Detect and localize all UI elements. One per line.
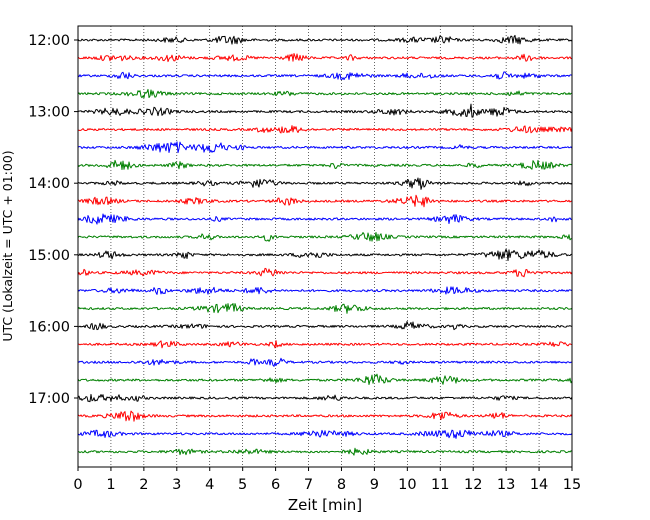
seismogram-trace (77, 357, 573, 367)
x-axis-label: Zeit [min] (288, 496, 362, 514)
seismogram-trace (77, 194, 573, 208)
x-tick-label: 4 (205, 477, 214, 493)
seismogram-trace (77, 248, 573, 262)
x-tick-label: 0 (73, 477, 82, 493)
y-tick-label: 16:00 (28, 319, 70, 335)
seismogram-trace (77, 340, 573, 349)
seismogram-trace (77, 410, 573, 422)
x-tick-label: 13 (497, 477, 515, 493)
seismogram-trace (77, 125, 573, 134)
seismogram-trace (77, 88, 573, 99)
y-tick-label: 15:00 (28, 248, 70, 264)
y-axis-label: UTC (Lokalzeit = UTC + 01:00) (0, 150, 15, 341)
x-tick-label: 5 (238, 477, 247, 493)
x-tick-label: 7 (304, 477, 313, 493)
seismogram-trace (77, 159, 573, 171)
y-tick-label: 12:00 (28, 33, 70, 49)
seismogram-trace (77, 429, 573, 439)
x-axis-ticks: 0 1 2 3 4 5 6 7 8 9 10 11 12 13 14 15 (73, 467, 581, 493)
plot-frame (77, 25, 573, 468)
seismogram-trace (77, 393, 573, 403)
x-tick-label: 8 (337, 477, 346, 493)
seismogram-trace (77, 71, 573, 81)
x-tick-label: 11 (431, 477, 449, 493)
y-tick-label: 13:00 (28, 105, 70, 121)
x-tick-label: 1 (106, 477, 115, 493)
y-tick-label: 14:00 (28, 176, 70, 192)
y-tick-label: 17:00 (28, 391, 70, 407)
seismogram-trace (77, 103, 573, 118)
x-tick-label: 6 (271, 477, 280, 493)
y-axis-ticks: 12:00 13:00 14:00 15:00 16:00 17:00 (28, 33, 78, 407)
seismogram-trace (77, 321, 573, 331)
x-tick-label: 3 (172, 477, 181, 493)
x-tick-label: 10 (398, 477, 416, 493)
seismogram-trace (77, 34, 573, 45)
seismogram-trace (77, 303, 573, 314)
trace-group (77, 34, 573, 456)
x-tick-label: 2 (139, 477, 148, 493)
seismogram-trace (77, 52, 573, 63)
seismogram-trace (77, 286, 573, 295)
x-tick-label: 15 (563, 477, 581, 493)
x-tick-label: 14 (530, 477, 548, 493)
seismogram-trace (77, 447, 573, 456)
seismogram-trace (77, 231, 573, 242)
seismogram-trace (77, 373, 573, 386)
x-tick-label: 9 (370, 477, 379, 493)
seismogram-trace (77, 177, 573, 190)
seismogram-trace (77, 213, 573, 225)
seismogram-trace (77, 141, 573, 154)
x-tick-label: 12 (464, 477, 482, 493)
seismogram-trace (77, 267, 573, 278)
